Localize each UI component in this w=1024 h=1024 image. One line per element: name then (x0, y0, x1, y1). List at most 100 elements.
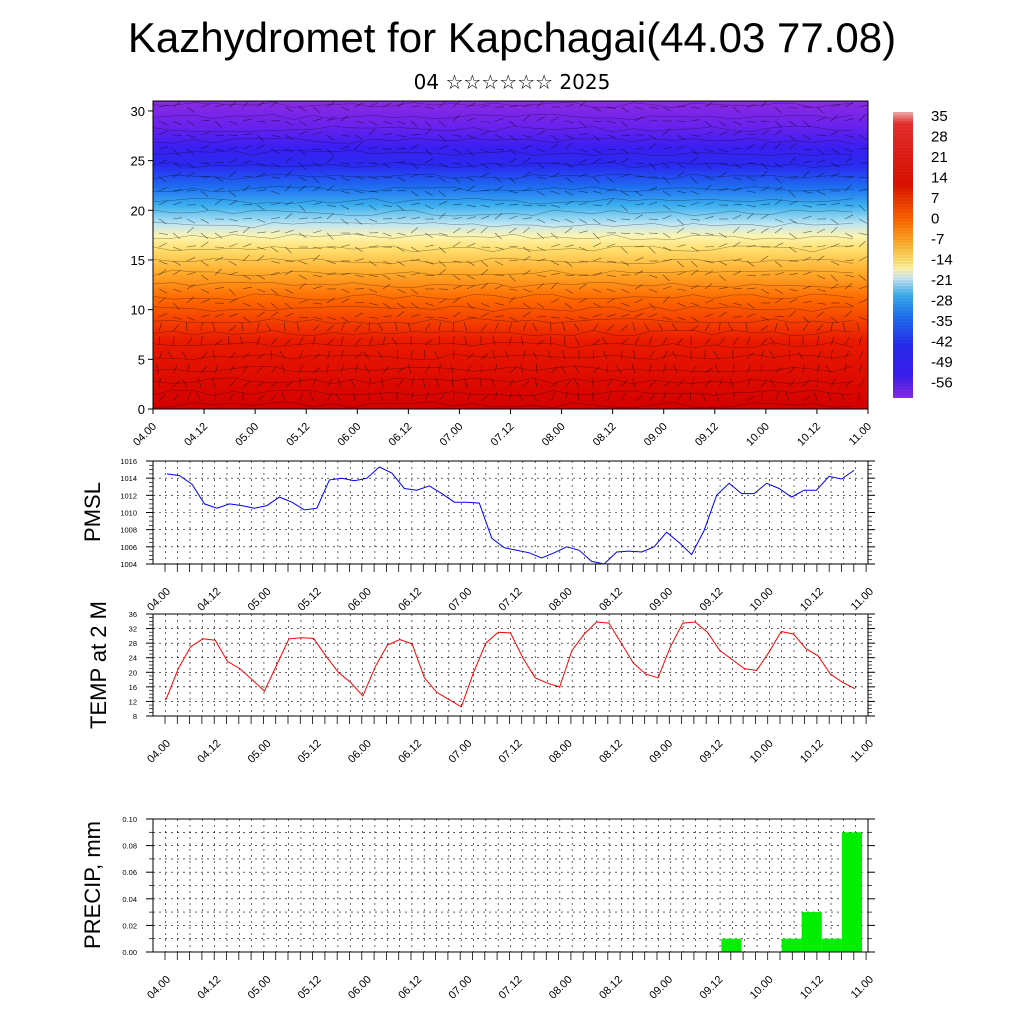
wind-barb (172, 394, 180, 402)
wind-barb (466, 274, 476, 280)
wind-barb (774, 120, 782, 128)
wind-barb (363, 351, 370, 360)
wind-barb (354, 312, 364, 318)
colorbar-label: -56 (931, 375, 953, 392)
wind-barb (494, 203, 504, 206)
wind-barb (746, 287, 756, 290)
wind-barb (676, 227, 685, 234)
colorbar-label: 0 (931, 211, 939, 228)
wind-barb (354, 120, 364, 124)
wind-barb (592, 323, 599, 332)
wind-barb (410, 202, 420, 206)
wind-barb (547, 350, 552, 360)
wind-barb (214, 268, 222, 276)
wind-barb (380, 392, 384, 402)
y-tick-label: 1006 (120, 543, 137, 552)
wind-barb (578, 120, 586, 128)
wind-barb (256, 189, 266, 192)
wind-barb (816, 117, 826, 122)
wind-barb (312, 202, 322, 206)
wind-barb (452, 227, 461, 234)
wind-barb (676, 190, 686, 194)
wind-barb (298, 299, 308, 304)
wind-barb (844, 102, 854, 108)
wind-barb (536, 162, 545, 169)
wind-barb (536, 101, 545, 108)
wind-barb (844, 350, 850, 360)
wind-barb (312, 285, 322, 290)
wind-barb (769, 337, 776, 346)
wind-barb (242, 145, 252, 150)
wind-barb (242, 226, 251, 234)
wind-barb (564, 288, 573, 294)
wind-barb (634, 336, 640, 346)
wind-barb (644, 323, 650, 332)
wind-barb (592, 366, 600, 374)
wind-barb (228, 380, 236, 388)
wind-barb (298, 106, 308, 112)
wind-barb (214, 148, 224, 152)
wind-barb (228, 218, 238, 222)
wind-barb (746, 162, 756, 165)
wind-barb (802, 285, 812, 290)
wind-barb (728, 323, 734, 332)
wind-barb (508, 105, 518, 108)
wind-barb (620, 350, 623, 360)
wind-barb (438, 101, 447, 108)
wind-barb (466, 392, 471, 402)
contour-line (153, 269, 854, 277)
wind-barb (718, 187, 728, 192)
wind-barb (284, 229, 294, 234)
wind-barb (676, 271, 686, 276)
wind-barb (536, 274, 546, 277)
wind-barb (648, 120, 659, 122)
wind-barb (718, 172, 727, 178)
x-tick-label: 08.00 (547, 738, 575, 766)
wind-barb (858, 232, 868, 236)
wind-barb (648, 201, 658, 206)
wind-barb (284, 312, 294, 318)
wind-barb (536, 218, 546, 224)
wind-barb (592, 218, 601, 225)
wind-barb (564, 134, 574, 139)
wind-barb (438, 120, 447, 128)
wind-barb (592, 313, 602, 318)
wind-barb (844, 214, 854, 220)
wind-barb (732, 226, 740, 234)
wind-barb (424, 190, 433, 197)
wind-barb (578, 297, 587, 304)
wind-barb (676, 338, 684, 346)
wind-barb (326, 393, 332, 402)
wind-barb (284, 288, 294, 294)
wind-barb (634, 245, 644, 248)
wind-barb (774, 106, 782, 114)
wind-barb (284, 184, 292, 192)
wind-barb (396, 311, 405, 318)
wind-barb (492, 350, 496, 360)
wind-barb (606, 392, 612, 402)
wind-barb (592, 134, 600, 142)
wind-barb (522, 380, 530, 388)
wind-barb (760, 228, 769, 234)
wind-barb (648, 380, 656, 388)
wind-barb (760, 392, 763, 402)
wind-barb (802, 230, 812, 234)
wind-barb (494, 186, 503, 192)
wind-barb (340, 244, 350, 248)
wind-barb (214, 339, 223, 346)
wind-barb (676, 218, 684, 226)
wind-barb (228, 260, 237, 266)
wind-barb (760, 142, 768, 150)
wind-barb (256, 274, 266, 280)
wind-barb (578, 218, 588, 224)
wind-barb (704, 246, 715, 248)
wind-barb (690, 302, 700, 307)
wind-barb (606, 274, 616, 277)
wind-barb (212, 378, 216, 388)
wind-barb (830, 114, 838, 122)
y-tick-label: 15 (131, 253, 145, 268)
wind-barb (382, 274, 391, 281)
wind-barb (802, 271, 812, 276)
x-tick-label: 07.00 (446, 586, 474, 614)
wind-barb (522, 269, 531, 276)
